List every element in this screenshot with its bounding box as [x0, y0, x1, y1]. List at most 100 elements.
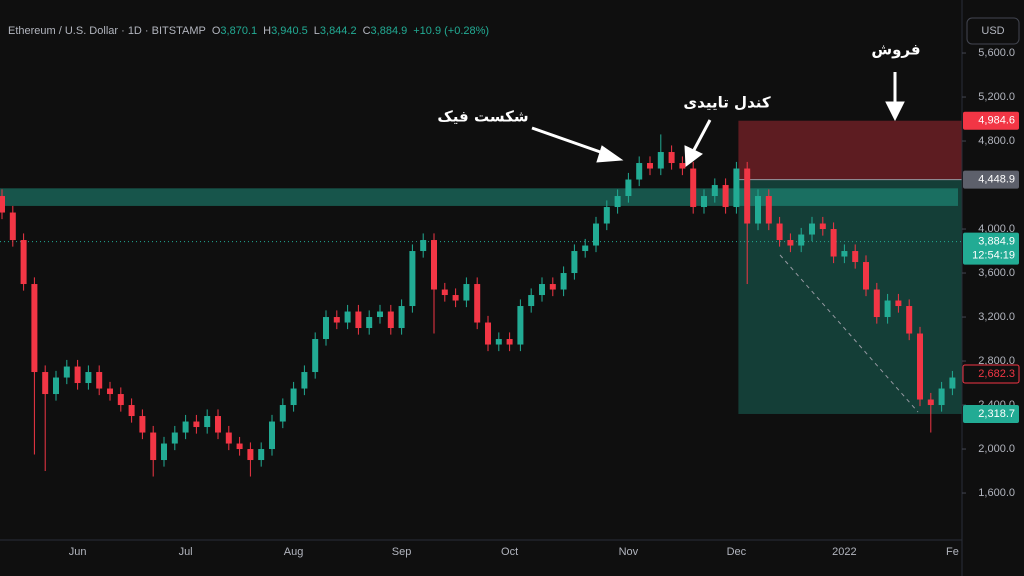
price-label: 4,984.6	[978, 115, 1015, 127]
value: 3,884.9	[371, 25, 408, 37]
label: O	[212, 25, 221, 37]
x-tick-label: Nov	[619, 546, 639, 558]
trend-line	[779, 254, 919, 413]
annotation: شکست فیک	[437, 108, 528, 126]
candle-body	[549, 284, 556, 290]
y-tick-label: 3,600.0	[978, 267, 1015, 279]
candle-body	[873, 289, 880, 318]
candle-body	[107, 388, 113, 395]
candle-body	[409, 251, 416, 307]
candle-body	[258, 449, 265, 461]
candle-body	[236, 443, 243, 450]
candle-body	[625, 179, 632, 197]
candle-body	[787, 240, 794, 246]
candle-body	[819, 223, 826, 230]
currency-button[interactable]	[966, 17, 1020, 45]
price-label-box	[963, 232, 1019, 265]
candle-body	[420, 240, 427, 252]
candle-body	[765, 196, 772, 224]
candle-body	[636, 163, 643, 180]
candle-body	[679, 163, 686, 169]
candle-body	[344, 311, 351, 323]
candle-body	[798, 234, 805, 246]
y-tick-label: 2,800.0	[978, 355, 1015, 367]
label: C	[363, 25, 371, 37]
candle-body	[895, 300, 902, 307]
price-label: 2,682.3	[978, 368, 1015, 380]
candle-body	[571, 251, 578, 274]
x-tick-label: Sep	[392, 546, 412, 558]
arrow-head	[885, 101, 905, 122]
candle-body	[517, 306, 524, 345]
candle-body	[614, 196, 621, 208]
zone	[0, 188, 958, 206]
label: H	[263, 25, 271, 37]
x-tick-label: Dec	[727, 546, 747, 558]
candle-body	[582, 245, 589, 252]
candle-body	[63, 366, 70, 378]
header: Ethereum / U.S. Dollar · 1D · BITSTAMP O 3…	[8, 25, 489, 37]
candle-body	[863, 262, 869, 290]
y-tick-label: 4,000.0	[978, 223, 1015, 235]
candle-body	[312, 339, 319, 373]
arrow	[531, 126, 607, 156]
annotation: فروش	[871, 41, 920, 59]
currency: USD	[981, 25, 1004, 37]
candle-body	[690, 168, 697, 208]
price-label-box	[963, 170, 1019, 189]
candle-body	[53, 377, 59, 395]
candle-body	[139, 416, 146, 433]
y-tick-label: 5,200.0	[978, 91, 1015, 103]
candle-body	[171, 432, 178, 444]
candle-body	[495, 339, 502, 345]
candle-body	[193, 421, 200, 428]
stop-zone	[738, 120, 962, 180]
candle-body	[809, 223, 815, 235]
change: +10.9 (+0.28%)	[413, 25, 489, 37]
candle-body	[485, 322, 491, 345]
candle-body	[333, 317, 340, 323]
candle-body	[323, 317, 329, 340]
candle-body	[506, 339, 513, 345]
candle-body	[938, 388, 945, 406]
price-label-box	[963, 404, 1019, 423]
value: 3,940.5	[271, 25, 308, 37]
candle-body	[279, 405, 286, 422]
x-tick-label: Aug	[284, 546, 304, 558]
candle-body	[74, 366, 81, 384]
candle-body	[204, 416, 211, 428]
x-tick-label: Fe	[946, 546, 959, 558]
candle-body	[593, 223, 599, 246]
price-label: 3,884.9	[978, 236, 1015, 248]
arrow-head	[684, 145, 703, 167]
candle-body	[215, 416, 221, 433]
candle-body	[85, 372, 92, 384]
y-tick-label: 2,000.0	[978, 443, 1015, 455]
y-tick-label: 5,600.0	[978, 47, 1015, 59]
candle-body	[830, 229, 837, 257]
candle-body	[755, 196, 761, 224]
candle-body	[366, 317, 373, 329]
candle-body	[398, 306, 405, 329]
candle-body	[161, 443, 167, 461]
candle-body	[701, 196, 707, 208]
candle-body	[474, 284, 481, 323]
candle-body	[290, 388, 297, 406]
candle-body	[744, 168, 751, 224]
price-sublabel: 12:54:19	[972, 250, 1015, 262]
candle-body	[225, 432, 232, 444]
candle-body	[96, 372, 103, 389]
y-tick-label: 3,200.0	[978, 311, 1015, 323]
candle-body	[431, 240, 437, 290]
symbol: Ethereum / U.S. Dollar · 1D · BITSTAMP	[8, 25, 206, 37]
plot	[0, 120, 962, 477]
candle-body	[452, 295, 459, 301]
candle-body	[711, 185, 718, 197]
candle-body	[441, 289, 448, 296]
candle-body	[9, 212, 16, 241]
candle-body	[733, 168, 740, 208]
candle-body	[657, 152, 664, 169]
label: L	[314, 25, 320, 37]
